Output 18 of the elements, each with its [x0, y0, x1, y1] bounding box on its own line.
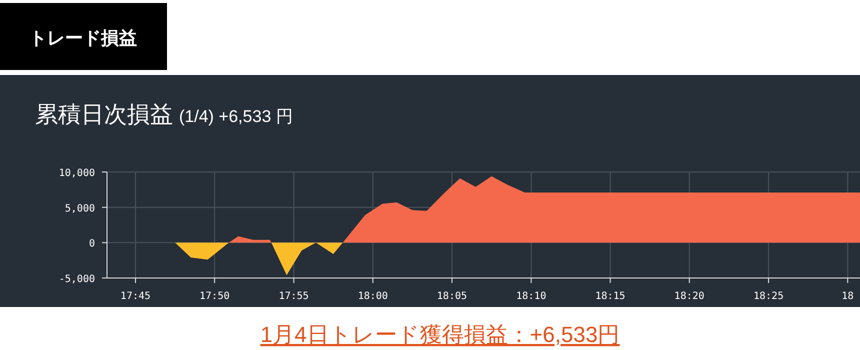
x-tick-label: 18:05: [436, 291, 468, 302]
y-tick-label: 5,000: [64, 203, 95, 214]
y-tick-label: 10,000: [58, 168, 95, 179]
chart-title: 累積日次損益: [35, 101, 173, 127]
x-tick-label: 18:00: [358, 291, 388, 302]
y-tick-label: -5,000: [58, 274, 95, 285]
x-tick-label: 18: [842, 291, 854, 302]
x-tick-label: 18:10: [516, 291, 546, 302]
x-tick-label: 17:55: [278, 291, 309, 302]
y-tick-label: 0: [88, 238, 95, 250]
x-tick-label: 17:45: [120, 291, 151, 302]
header: トレード損益: [0, 3, 167, 70]
x-tick-label: 18:15: [595, 291, 626, 302]
x-tick-label: 17:50: [200, 291, 230, 302]
text: 1月4日トレード獲得損益：+6,533円: [260, 322, 620, 347]
x-tick-label: 18:25: [754, 291, 784, 302]
x-tick-label: 18:20: [674, 291, 704, 302]
chart-subtitle: (1/4) +6,533 円: [179, 107, 293, 126]
